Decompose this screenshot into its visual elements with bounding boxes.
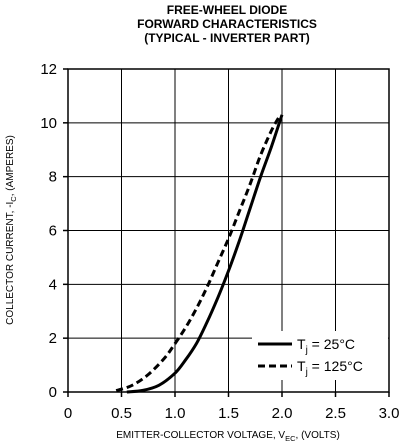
legend: Tj = 25°C Tj = 125°C [252,331,388,380]
y-tick-labels: 0 2 4 6 8 10 12 [40,61,57,401]
x-tick-label: 2.0 [272,405,293,422]
y-axis-label-rest: , (AMPERES) [5,135,16,196]
series-group [115,114,284,394]
x-tick-label: 0.5 [111,405,132,422]
legend-label-25c-sub: j [305,345,308,356]
series-line-25c [126,114,284,394]
x-tick-label: 2.5 [325,405,346,422]
legend-label-25c-pre: T [297,336,306,352]
y-tick-label: 2 [49,330,57,347]
y-axis-label: COLLECTOR CURRENT, -IC, (AMPERES) [5,135,18,325]
y-tick-label: 8 [49,169,57,186]
legend-label-125c-sub: j [305,367,308,378]
x-axis-label: EMITTER-COLLECTOR VOLTAGE, VEC, (VOLTS) [116,430,340,443]
y-tick-label: 10 [40,115,57,132]
y-axis-label-sub: C [9,196,18,202]
y-tick-label: 4 [49,276,57,293]
chart-title-line-3: (TYPICAL - INVERTER PART) [144,31,310,45]
x-tick-label: 1.0 [165,405,186,422]
legend-label-125c-pre: T [297,358,306,374]
x-axis-label-sub: EC [285,434,296,443]
legend-label-125c-post: = 125°C [308,358,363,374]
x-axis-label-main: EMITTER-COLLECTOR VOLTAGE, V [116,430,285,441]
y-axis-label-main: COLLECTOR CURRENT, -I [5,202,16,325]
legend-box [252,331,388,380]
chart-title-line-2: FORWARD CHARACTERISTICS [137,17,317,31]
legend-label-25c-post: = 25°C [308,336,355,352]
x-tick-labels: 0 0.5 1.0 1.5 2.0 2.5 3.0 [64,405,400,422]
series-line-125c [115,116,281,393]
y-tick-label: 12 [40,61,57,78]
y-tick-label: 0 [49,384,57,401]
x-axis-label-rest: , (VOLTS) [296,430,340,441]
legend-label-25c: Tj = 25°C [297,336,355,356]
x-tick-label: 3.0 [379,405,400,422]
y-tick-label: 6 [49,223,57,240]
x-tick-label: 0 [64,405,72,422]
legend-label-125c: Tj = 125°C [297,358,363,378]
chart-title-line-1: FREE-WHEEL DIODE [167,3,287,17]
x-tick-label: 1.5 [218,405,239,422]
